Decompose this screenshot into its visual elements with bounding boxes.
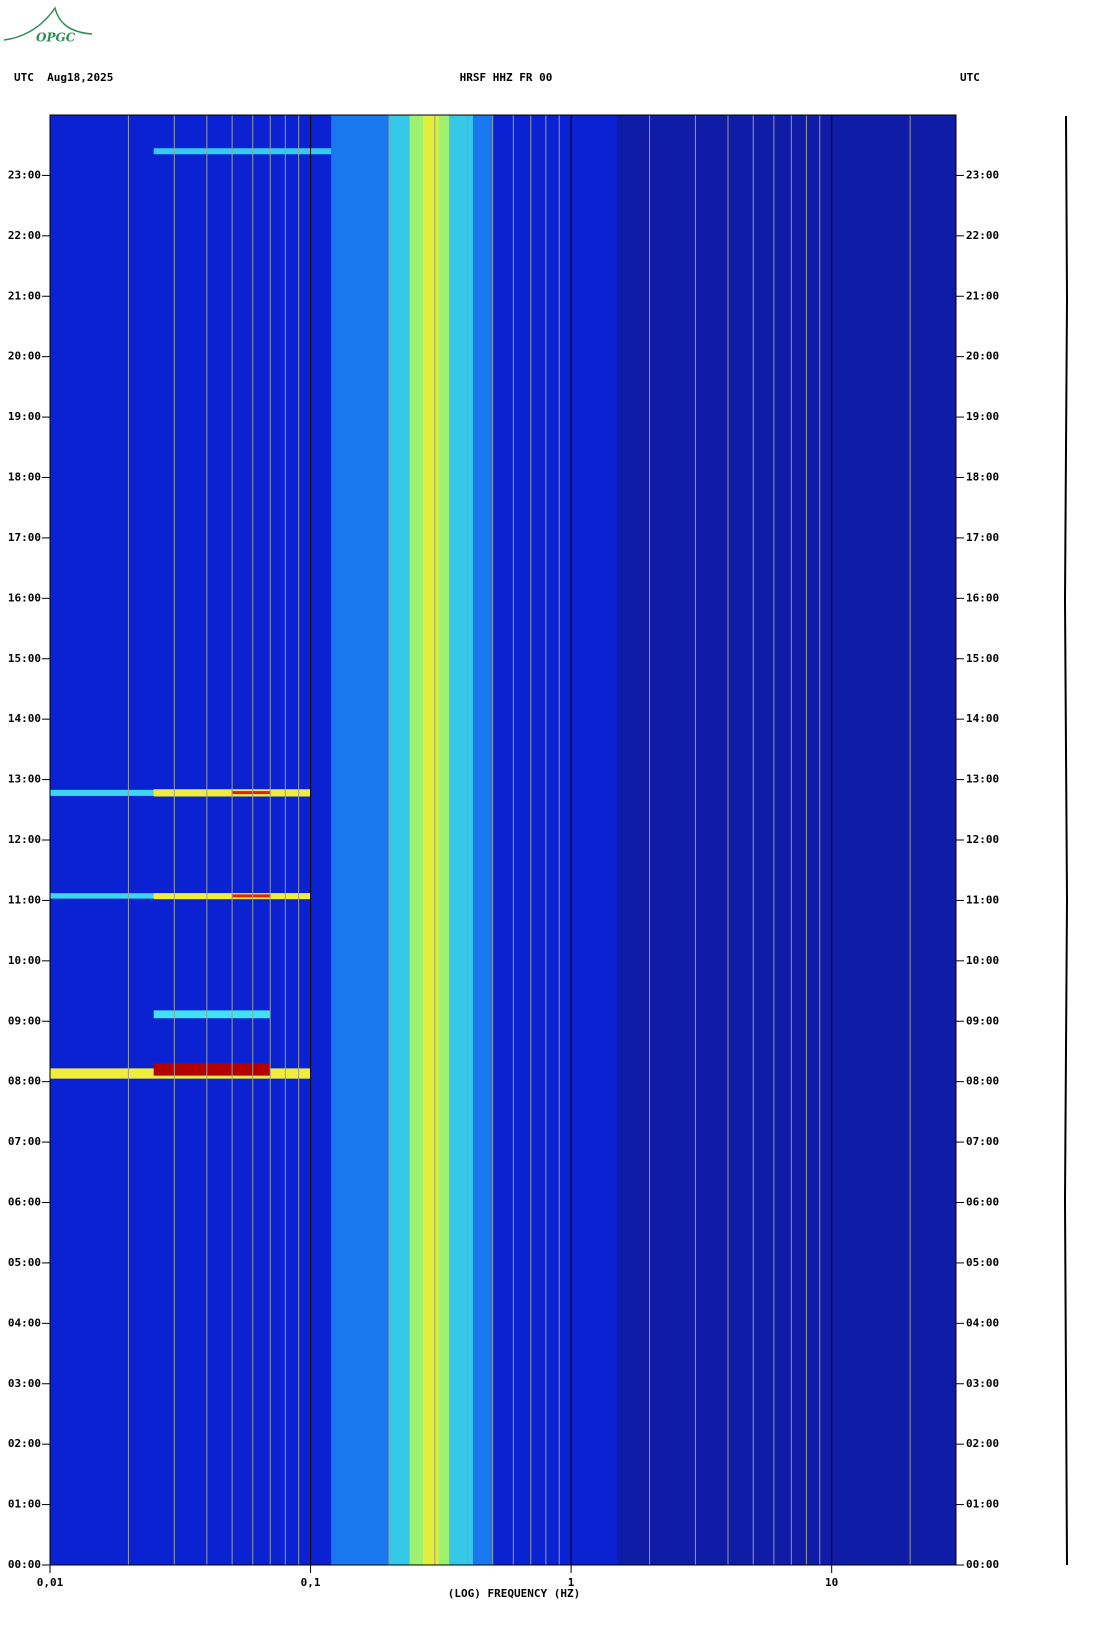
trace: [1063, 115, 1069, 1566]
plot: 0,01 0,1 1 10 00:00 00:00 01:00 01:00 02:00 02:00…: [8, 114, 999, 1589]
spectral-band: [153, 148, 332, 155]
y-tick-label: 08:00: [8, 1075, 41, 1088]
spectral-band: [153, 1063, 271, 1076]
header-right: UTC: [960, 71, 980, 84]
x-tick-label: 0,01: [37, 1576, 64, 1589]
y-tick-label: 16:00: [966, 591, 999, 604]
y-tick-label: 11:00: [966, 893, 999, 906]
y-tick-label: 02:00: [8, 1437, 41, 1450]
header-left: UTC Aug18,2025: [14, 71, 113, 84]
spectral-band: [153, 1010, 271, 1019]
y-tick-label: 14:00: [966, 712, 999, 725]
y-tick-label: 17:00: [966, 531, 999, 544]
y-tick-label: 19:00: [966, 410, 999, 423]
y-tick-label: 06:00: [966, 1196, 999, 1209]
x-tick-label: 10: [825, 1576, 838, 1589]
y-tick-label: 10:00: [966, 954, 999, 967]
y-tick-label: 01:00: [8, 1498, 41, 1511]
y-tick-label: 12:00: [966, 833, 999, 846]
spectral-band: [232, 791, 271, 795]
y-tick-label: 23:00: [8, 168, 41, 181]
spectral-band: [232, 894, 271, 898]
y-tick-label: 10:00: [8, 954, 41, 967]
chart-title: HRSF HHZ FR 00: [460, 71, 553, 84]
x-tick-label: 1: [568, 1576, 575, 1589]
y-tick-label: 05:00: [966, 1256, 999, 1269]
y-tick-label: 03:00: [8, 1377, 41, 1390]
y-tick-label: 21:00: [966, 289, 999, 302]
y-tick-label: 22:00: [8, 229, 41, 242]
spectral-band: [617, 115, 956, 1565]
y-tick-label: 09:00: [966, 1014, 999, 1027]
y-tick-label: 23:00: [966, 168, 999, 181]
y-tick-label: 22:00: [966, 229, 999, 242]
y-tick-label: 02:00: [966, 1437, 999, 1450]
y-tick-label: 21:00: [8, 289, 41, 302]
y-tick-label: 18:00: [8, 471, 41, 484]
y-tick-label: 20:00: [966, 350, 999, 363]
y-tick-label: 15:00: [8, 652, 41, 665]
y-tick-label: 16:00: [8, 591, 41, 604]
y-tick-label: 00:00: [8, 1558, 41, 1571]
y-tick-label: 00:00: [966, 1558, 999, 1571]
y-tick-label: 03:00: [966, 1377, 999, 1390]
y-tick-label: 04:00: [8, 1316, 41, 1329]
y-tick-label: 19:00: [8, 410, 41, 423]
y-tick-label: 08:00: [966, 1075, 999, 1088]
x-axis-label: (LOG) FREQUENCY (HZ): [448, 1587, 580, 1600]
y-tick-label: 04:00: [966, 1316, 999, 1329]
y-tick-label: 09:00: [8, 1014, 41, 1027]
logo-text: OPGC: [36, 31, 76, 45]
y-tick-label: 11:00: [8, 893, 41, 906]
y-tick-label: 06:00: [8, 1196, 41, 1209]
y-tick-label: 07:00: [966, 1135, 999, 1148]
y-tick-label: 15:00: [966, 652, 999, 665]
logo-curve: [3, 6, 93, 41]
logo: OPGC: [3, 6, 93, 45]
y-tick-label: 13:00: [8, 773, 41, 786]
y-tick-label: 07:00: [8, 1135, 41, 1148]
y-tick-label: 12:00: [8, 833, 41, 846]
y-tick-label: 20:00: [8, 350, 41, 363]
y-tick-label: 13:00: [966, 773, 999, 786]
y-tick-label: 05:00: [8, 1256, 41, 1269]
y-tick-label: 14:00: [8, 712, 41, 725]
y-tick-label: 01:00: [966, 1498, 999, 1511]
y-tick-label: 18:00: [966, 471, 999, 484]
spectral-band: [422, 115, 439, 1565]
x-tick-label: 0,1: [301, 1576, 321, 1589]
y-tick-label: 17:00: [8, 531, 41, 544]
